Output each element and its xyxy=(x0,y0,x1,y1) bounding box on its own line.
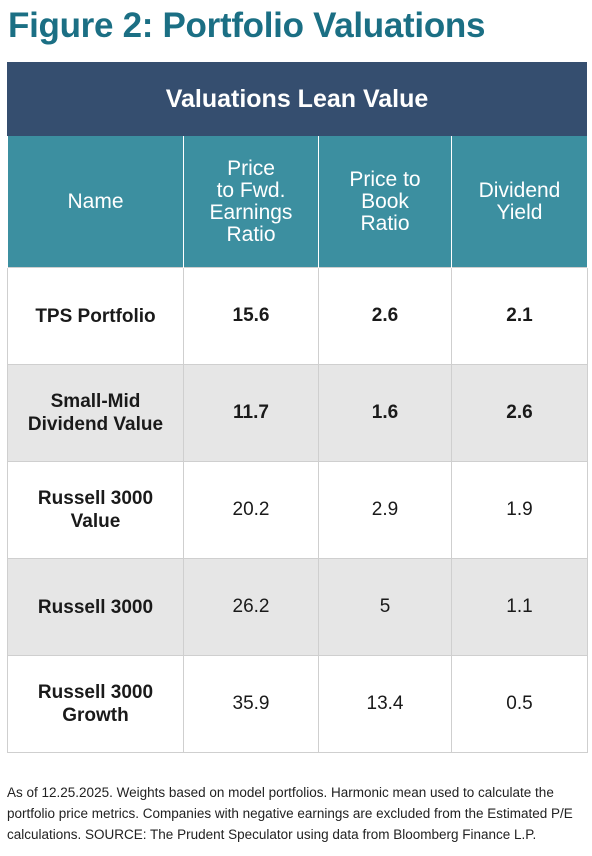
row-pe: 20.2 xyxy=(183,461,319,559)
valuation-table: Valuations Lean Value Name Price to Fwd.… xyxy=(7,62,588,753)
footnote: As of 12.25.2025. Weights based on model… xyxy=(7,785,573,842)
row-pb: 1.6 xyxy=(318,364,452,462)
valuation-grid: Name Price to Fwd. Earnings Ratio Price … xyxy=(7,136,588,753)
table-row: TPS Portfolio 15.6 2.6 2.1 xyxy=(7,267,588,365)
header-pe-line: Price xyxy=(227,156,275,180)
row-pe: 26.2 xyxy=(183,558,319,656)
row-dy: 1.9 xyxy=(451,461,588,559)
header-pb-line: Book xyxy=(361,189,409,213)
row-name-line: Growth xyxy=(62,705,129,726)
row-name-line: Value xyxy=(70,511,121,532)
header-pb: Price to Book Ratio xyxy=(318,136,452,268)
row-pb: 2.9 xyxy=(318,461,452,559)
table-row: Small-Mid Dividend Value 11.7 1.6 2.6 xyxy=(7,364,588,462)
header-pe-line: Earnings xyxy=(209,200,293,224)
row-pe: 15.6 xyxy=(183,267,319,365)
header-pe-line: to Fwd. xyxy=(216,178,286,202)
row-dy: 0.5 xyxy=(451,655,588,753)
table-banner: Valuations Lean Value xyxy=(7,62,587,136)
header-pb-line: Price to xyxy=(349,167,421,191)
figure-title: Figure 2: Portfolio Valuations xyxy=(8,6,486,45)
row-name-line: Russell 3000 xyxy=(37,488,154,509)
header-dy: Dividend Yield xyxy=(451,136,588,268)
row-name: Russell 3000 Growth xyxy=(7,655,184,753)
header-dy-line: Dividend xyxy=(478,178,561,202)
header-pe: Price to Fwd. Earnings Ratio xyxy=(183,136,319,268)
row-name-line: Russell 3000 xyxy=(37,682,154,703)
header-pe-line: Ratio xyxy=(226,222,276,246)
header-row: Name Price to Fwd. Earnings Ratio Price … xyxy=(7,136,588,268)
row-name: Small-Mid Dividend Value xyxy=(7,364,184,462)
row-pe: 35.9 xyxy=(183,655,319,753)
header-dy-line: Yield xyxy=(496,200,543,224)
row-name-line: TPS Portfolio xyxy=(35,305,156,327)
row-dy: 1.1 xyxy=(451,558,588,656)
table-row: Russell 3000 Growth 35.9 13.4 0.5 xyxy=(7,655,588,753)
row-name-line: Dividend Value xyxy=(27,414,164,435)
row-name: Russell 3000 Value xyxy=(7,461,184,559)
table-row: Russell 3000 Value 20.2 2.9 1.9 xyxy=(7,461,588,559)
row-pe: 11.7 xyxy=(183,364,319,462)
row-name-line: Small-Mid xyxy=(50,391,141,412)
header-pb-line: Ratio xyxy=(360,211,410,235)
row-pb: 5 xyxy=(318,558,452,656)
row-pb: 13.4 xyxy=(318,655,452,753)
row-pb: 2.6 xyxy=(318,267,452,365)
row-dy: 2.6 xyxy=(451,364,588,462)
row-dy: 2.1 xyxy=(451,267,588,365)
row-name: TPS Portfolio xyxy=(7,267,184,365)
header-name: Name xyxy=(7,136,184,268)
row-name: Russell 3000 xyxy=(7,558,184,656)
table-row: Russell 3000 26.2 5 1.1 xyxy=(7,558,588,656)
row-name-line: Russell 3000 xyxy=(37,596,154,618)
